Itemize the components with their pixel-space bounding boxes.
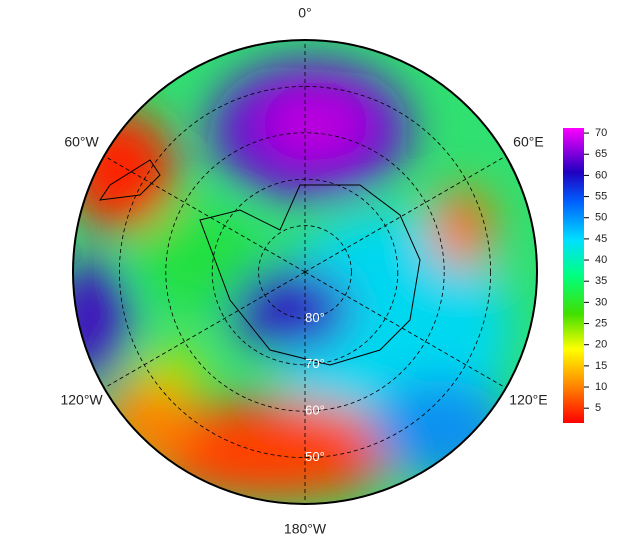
colorbar-tick-label: 5	[595, 402, 601, 414]
meridian-label: 120°W	[60, 392, 103, 408]
colorbar-tick-label: 65	[595, 148, 607, 160]
parallel-label: 80°	[305, 310, 325, 325]
colorbar-tick-label: 20	[595, 339, 607, 351]
parallel-label: 50°	[305, 449, 325, 464]
colorbar-tick-label: 50	[595, 212, 607, 224]
meridian-label: 60°W	[64, 134, 99, 150]
meridian-label: 0°	[298, 5, 311, 21]
colorbar	[563, 128, 584, 423]
colorbar-tick-label: 40	[595, 254, 607, 266]
parallel	[258, 225, 352, 319]
colorbar-tick-label: 25	[595, 317, 607, 329]
parallel-label: 70°	[305, 356, 325, 371]
meridian	[103, 155, 306, 273]
parallel	[118, 85, 492, 459]
coastline	[98, 159, 421, 366]
colorbar-tick-label: 45	[595, 233, 607, 245]
colorbar-tick-label: 30	[595, 296, 607, 308]
colorbar-tick-label: 55	[595, 190, 607, 202]
colorbar-tick-label: 10	[595, 381, 607, 393]
colorbar-tick-label: 60	[595, 169, 607, 181]
colorbar-tick-label: 70	[595, 127, 607, 139]
meridian	[103, 271, 306, 389]
parallel-label: 60°	[305, 403, 325, 418]
meridian	[304, 271, 507, 389]
parallel	[165, 132, 445, 412]
colorbar-tick-label: 15	[595, 360, 607, 372]
meridian-label: 60°E	[513, 134, 544, 150]
meridian	[304, 155, 507, 273]
colorbar-tick-label: 35	[595, 275, 607, 287]
meridian-label: 120°E	[509, 392, 547, 408]
meridian-label: 180°W	[284, 521, 327, 537]
